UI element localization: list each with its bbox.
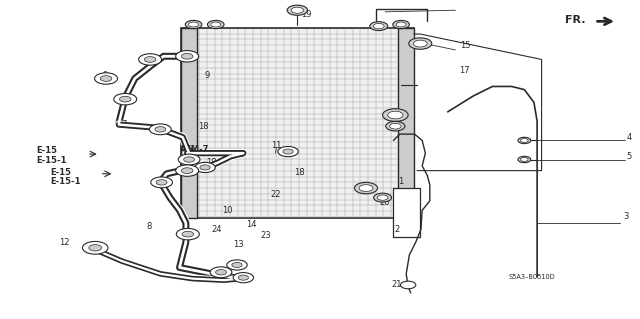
Circle shape xyxy=(175,165,198,176)
Circle shape xyxy=(145,56,156,62)
Text: E-15: E-15 xyxy=(36,146,57,155)
Text: 4: 4 xyxy=(627,133,632,142)
Circle shape xyxy=(89,245,102,251)
Circle shape xyxy=(386,122,405,131)
Circle shape xyxy=(355,182,378,194)
Text: FR.: FR. xyxy=(564,15,585,25)
Circle shape xyxy=(390,123,401,129)
Text: 21: 21 xyxy=(392,280,402,289)
Circle shape xyxy=(370,22,388,31)
Circle shape xyxy=(233,272,253,283)
Text: 17: 17 xyxy=(460,66,470,75)
Text: 12: 12 xyxy=(60,238,70,247)
Circle shape xyxy=(227,260,247,270)
Text: 24: 24 xyxy=(211,225,222,234)
Circle shape xyxy=(374,193,392,202)
Circle shape xyxy=(232,263,242,268)
Circle shape xyxy=(114,93,137,105)
Text: 1: 1 xyxy=(398,177,403,186)
Circle shape xyxy=(175,50,198,62)
Circle shape xyxy=(518,137,531,144)
Text: 9: 9 xyxy=(102,71,108,80)
Circle shape xyxy=(207,20,224,29)
Bar xyxy=(394,188,420,237)
Circle shape xyxy=(139,54,162,65)
Circle shape xyxy=(182,231,193,237)
Circle shape xyxy=(216,270,227,275)
Text: 22: 22 xyxy=(270,190,280,199)
Text: 9: 9 xyxy=(204,71,209,80)
Text: 19: 19 xyxy=(301,11,311,19)
Circle shape xyxy=(287,5,308,15)
Text: 8: 8 xyxy=(147,222,152,231)
Circle shape xyxy=(373,23,384,29)
Circle shape xyxy=(176,228,199,240)
Text: 11: 11 xyxy=(271,141,282,150)
Circle shape xyxy=(388,111,403,119)
Circle shape xyxy=(95,73,118,84)
Circle shape xyxy=(409,38,432,49)
Text: E-15-1: E-15-1 xyxy=(51,177,81,186)
Circle shape xyxy=(181,53,193,59)
Circle shape xyxy=(178,154,200,165)
Text: 18: 18 xyxy=(198,122,209,131)
Text: 14: 14 xyxy=(246,220,256,229)
Text: 2: 2 xyxy=(394,225,399,234)
Circle shape xyxy=(518,156,531,163)
Text: 18: 18 xyxy=(294,168,305,177)
Circle shape xyxy=(150,124,172,135)
Text: S5A3–B0510D: S5A3–B0510D xyxy=(508,274,555,280)
Circle shape xyxy=(155,127,166,132)
Circle shape xyxy=(181,168,193,174)
Text: 10: 10 xyxy=(222,206,233,215)
Text: 20: 20 xyxy=(380,198,390,207)
Bar xyxy=(398,28,414,218)
Circle shape xyxy=(520,158,528,161)
Circle shape xyxy=(238,275,248,280)
Bar xyxy=(180,28,196,218)
Circle shape xyxy=(195,162,215,173)
Text: 7: 7 xyxy=(121,120,127,129)
Circle shape xyxy=(393,20,410,29)
Circle shape xyxy=(520,138,528,142)
Circle shape xyxy=(83,241,108,254)
Circle shape xyxy=(413,40,427,47)
Circle shape xyxy=(156,180,167,185)
Circle shape xyxy=(359,185,373,191)
Circle shape xyxy=(200,165,210,170)
Circle shape xyxy=(189,22,198,27)
Text: ATM-7: ATM-7 xyxy=(179,145,209,154)
Circle shape xyxy=(283,149,293,154)
Circle shape xyxy=(184,157,195,162)
Circle shape xyxy=(278,146,298,157)
Text: 16: 16 xyxy=(361,184,371,193)
Text: 15: 15 xyxy=(461,41,471,50)
Text: E-15: E-15 xyxy=(51,168,72,177)
Circle shape xyxy=(401,281,416,289)
Text: E-15-1: E-15-1 xyxy=(36,156,67,165)
Circle shape xyxy=(211,22,221,27)
Text: 5: 5 xyxy=(627,152,632,161)
Circle shape xyxy=(151,177,173,188)
Circle shape xyxy=(185,20,202,29)
Text: 9: 9 xyxy=(234,263,239,272)
Circle shape xyxy=(383,109,408,122)
Circle shape xyxy=(120,96,131,102)
Bar xyxy=(180,28,414,218)
Circle shape xyxy=(100,76,112,81)
Text: 18: 18 xyxy=(206,158,217,167)
Circle shape xyxy=(210,267,232,278)
Text: 13: 13 xyxy=(233,240,244,249)
Circle shape xyxy=(396,22,406,27)
Text: 3: 3 xyxy=(623,212,628,221)
Text: 23: 23 xyxy=(260,231,271,240)
Circle shape xyxy=(377,195,388,200)
Text: 6: 6 xyxy=(393,109,398,118)
Circle shape xyxy=(291,7,303,13)
